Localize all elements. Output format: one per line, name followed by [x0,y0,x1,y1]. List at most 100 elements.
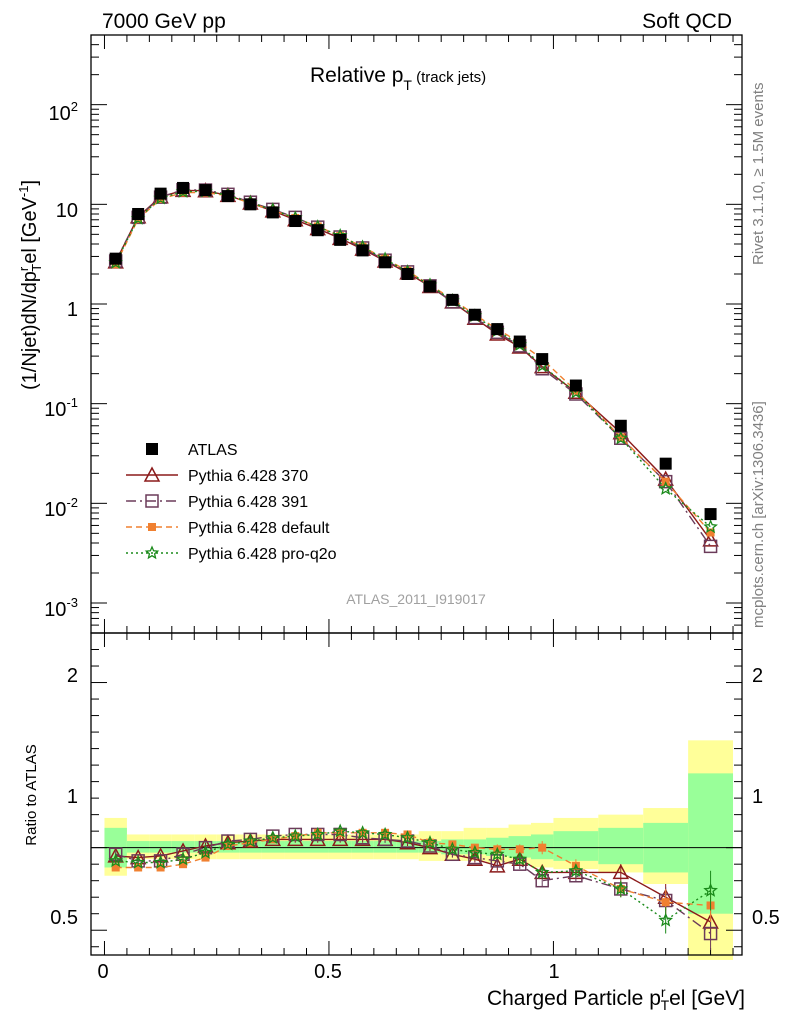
atlas-data-point [468,308,481,321]
series-4-point [613,430,629,445]
series-1-ratio-point [489,857,506,873]
series-4-ratio-point [355,825,370,840]
ratio-y-tick-2-right: 2 [752,665,763,687]
series-4-ratio-point [108,853,124,868]
series-4-ratio-point [467,844,483,859]
uncertainty-band-inner [171,841,195,853]
x-tick-label-0.5: 0.5 [314,961,342,983]
series-4-point [703,519,718,534]
legend-marker-2 [145,494,159,508]
y-tick-label-0.001: 10-3 [44,595,78,621]
series-4-ratio-point [175,851,191,866]
series-4-ratio-point [703,882,718,897]
atlas-data-point [177,181,190,194]
atlas-data-point [446,293,459,306]
ratio-frame [90,632,743,956]
series-4-ratio-point [130,854,146,869]
atlas-data-point [199,184,212,197]
y-tick-label-0.01: 10-2 [44,495,78,521]
uncertainty-band-inner [261,841,285,853]
legend-marker-4 [144,545,160,560]
atlas-data-point [266,206,279,219]
series-3-ratio-point [111,863,120,872]
series-4-ratio-point [287,828,303,843]
atlas-data-point [109,252,122,265]
y-tick-label-1: 1 [67,299,78,321]
header-right: Soft QCD [642,10,732,33]
y-tick-label-0.1: 10-1 [44,395,78,421]
uncertainty-band-inner [553,831,599,861]
uncertainty-band-inner [328,841,352,853]
series-4-ratio-point [198,844,213,859]
uncertainty-band-inner [351,841,374,853]
atlas-data-point [401,267,414,280]
series-2-line [115,189,712,547]
atlas-data-point [311,224,324,237]
series-4-ratio-point [422,835,438,850]
series-4-ratio-point [613,881,629,896]
atlas-data-point [154,187,167,200]
ratio-y-tick-0.5-right: 0.5 [752,907,780,929]
series-3-ratio-point [156,863,165,872]
ratio-y-tick-0.5: 0.5 [50,907,78,929]
uncertainty-band-inner [149,841,172,853]
atlas-data-point [289,215,302,228]
series-4-ratio-point [568,863,584,877]
x-tick-label-1: 1 [548,961,559,983]
series-4-ratio-point [377,826,393,841]
ratio-y-tick-2: 2 [67,665,78,687]
series-4-ratio-point [310,826,326,841]
series-3-ratio-point [201,853,210,862]
atlas-data-point [423,280,436,293]
series-4-ratio-point [400,830,415,844]
uncertainty-band-inner [306,841,329,853]
series-2-point [703,539,718,554]
y-tick-label-100: 102 [49,99,78,125]
series-3-ratio-point [179,860,188,869]
legend-marker-1 [143,466,161,482]
series-4-ratio-point [220,836,236,851]
header-left: 7000 GeV pp [102,10,226,33]
chart-title: Relative pT (track jets) [310,64,486,93]
uncertainty-band-inner [284,841,307,853]
ratio-y-axis-label: Ratio to ATLAS [23,744,40,845]
atlas-data-point [704,508,717,521]
series-4-ratio-point [658,912,673,927]
atlas-data-point [244,198,257,211]
ratio-y-tick-1: 1 [67,786,78,808]
legend-entry-label: Pythia 6.428 pro-q2o [188,546,337,563]
atlas-data-point [356,244,369,257]
atlas-data-point [513,335,526,348]
series-4-ratio-point [153,854,168,869]
series-3-ratio-point [538,843,547,852]
series-1-point [702,531,719,547]
legend: ATLAS Pythia 6.428 370 Pythia 6.428 391 Pyt… [126,442,337,563]
series-1-ratio-point [354,830,371,847]
legend-entry-label: Pythia 6.428 370 [188,468,308,485]
atlas-data-point [379,256,392,269]
series-4-ratio-line [115,830,711,922]
atlas-data-point [536,353,549,366]
series-1-ratio-point [331,830,349,847]
series-2-ratio-point [703,926,718,941]
series-4-ratio-point [534,864,550,879]
y-tick-label-10: 10 [56,200,78,222]
series-4-point [658,481,674,495]
legend-entry-label: ATLAS [188,442,238,459]
main-panel [90,34,743,634]
atlas-data-point [334,233,347,246]
atlas-data-point [614,419,627,432]
uncertainty-band-inner [373,841,397,853]
series-4-ratio-point [332,823,348,838]
series-4-ratio-point [265,830,281,844]
series-3-ratio-point [134,863,143,872]
series-3-point [706,528,715,537]
series-2-point [658,474,673,489]
legend-entry-label: Pythia 6.428 default [188,520,330,537]
series-4-ratio-point [512,851,528,866]
atlas-data-point [132,207,145,220]
atlas-data-point [221,190,234,203]
ratio-y-tick-1-right: 1 [752,786,763,808]
series-1-ratio-point [612,863,630,880]
